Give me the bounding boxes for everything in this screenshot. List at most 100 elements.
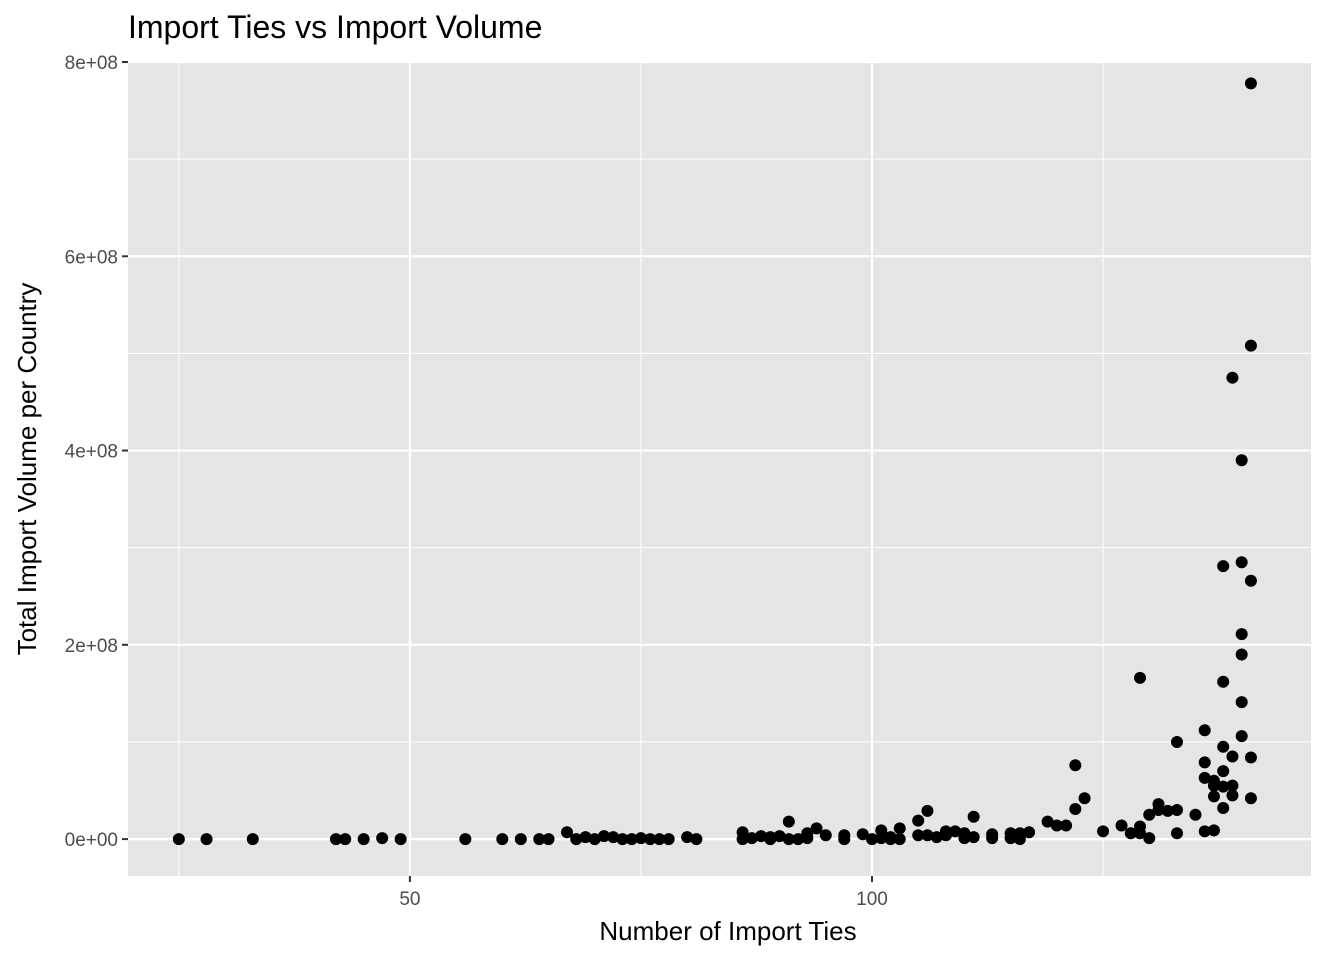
data-point bbox=[1226, 371, 1239, 384]
data-point bbox=[653, 833, 666, 846]
data-point bbox=[1013, 833, 1026, 846]
data-point bbox=[1189, 808, 1202, 821]
data-point bbox=[1217, 740, 1230, 753]
data-point bbox=[1198, 771, 1211, 784]
data-point bbox=[856, 828, 869, 841]
data-point bbox=[376, 832, 389, 845]
data-point bbox=[782, 815, 795, 828]
data-point bbox=[634, 832, 647, 845]
data-point bbox=[1161, 804, 1174, 817]
data-point bbox=[838, 833, 851, 846]
data-point bbox=[1217, 560, 1230, 573]
data-point bbox=[496, 833, 509, 846]
data-point bbox=[1078, 792, 1091, 805]
data-point bbox=[616, 833, 629, 846]
data-point bbox=[1050, 819, 1063, 832]
data-point bbox=[1207, 790, 1220, 803]
y-tick-label: 4e+08 bbox=[65, 442, 118, 463]
data-point bbox=[579, 831, 592, 844]
data-point bbox=[1069, 802, 1082, 815]
data-point bbox=[801, 832, 814, 845]
data-point bbox=[819, 829, 832, 842]
data-point bbox=[329, 833, 342, 846]
data-point bbox=[1217, 780, 1230, 793]
data-point bbox=[394, 833, 407, 846]
minor-gridlines bbox=[128, 62, 1311, 876]
data-point bbox=[1143, 832, 1156, 845]
data-point bbox=[949, 825, 962, 838]
data-point bbox=[200, 833, 213, 846]
data-point bbox=[1023, 826, 1036, 839]
data-point bbox=[893, 833, 906, 846]
data-point bbox=[1069, 759, 1082, 772]
x-tick-label: 50 bbox=[399, 889, 420, 910]
data-point bbox=[561, 826, 574, 839]
data-point bbox=[1244, 574, 1257, 587]
data-point bbox=[1097, 825, 1110, 838]
data-point bbox=[1152, 803, 1165, 816]
data-point bbox=[1170, 735, 1183, 748]
data-point bbox=[681, 831, 694, 844]
data-point bbox=[1226, 789, 1239, 802]
data-point bbox=[1198, 825, 1211, 838]
data-point bbox=[1198, 724, 1211, 737]
y-axis: 0e+00 2e+08 4e+08 6e+08 8e+08 bbox=[65, 53, 128, 851]
data-point bbox=[875, 832, 888, 845]
data-point bbox=[570, 833, 583, 846]
x-tick-label: 100 bbox=[856, 889, 888, 910]
data-point bbox=[893, 822, 906, 835]
data-point bbox=[1207, 824, 1220, 837]
data-point bbox=[339, 833, 352, 846]
data-point bbox=[1235, 454, 1248, 467]
data-point bbox=[1217, 802, 1230, 815]
data-point bbox=[773, 830, 786, 843]
data-point bbox=[357, 833, 370, 846]
data-point bbox=[930, 831, 943, 844]
data-point bbox=[514, 833, 527, 846]
data-point bbox=[986, 832, 999, 845]
data-point bbox=[1244, 77, 1257, 90]
data-point bbox=[939, 825, 952, 838]
data-point bbox=[1115, 819, 1128, 832]
data-point bbox=[1143, 808, 1156, 821]
data-point bbox=[912, 829, 925, 842]
data-point bbox=[1235, 730, 1248, 743]
data-point bbox=[921, 804, 934, 817]
data-point bbox=[662, 833, 675, 846]
data-point bbox=[533, 833, 546, 846]
data-point bbox=[884, 833, 897, 846]
data-point bbox=[745, 832, 758, 845]
data-point bbox=[1226, 779, 1239, 792]
data-point bbox=[644, 833, 657, 846]
data-point bbox=[1170, 827, 1183, 840]
data-point bbox=[690, 833, 703, 846]
data-point bbox=[542, 833, 555, 846]
data-point bbox=[1235, 556, 1248, 569]
x-axis-title: Number of Import Ties bbox=[599, 916, 856, 946]
y-tick-label: 2e+08 bbox=[65, 636, 118, 657]
data-point bbox=[1198, 756, 1211, 769]
data-point bbox=[1244, 792, 1257, 805]
data-point bbox=[921, 829, 934, 842]
major-gridlines bbox=[128, 60, 1311, 876]
data-points bbox=[172, 77, 1257, 846]
data-point bbox=[792, 833, 805, 846]
plot-panel bbox=[128, 62, 1311, 876]
data-point bbox=[1170, 803, 1183, 816]
data-point bbox=[1041, 815, 1054, 828]
data-point bbox=[459, 833, 472, 846]
data-point bbox=[782, 833, 795, 846]
data-point bbox=[1134, 671, 1147, 684]
data-point bbox=[958, 832, 971, 845]
data-point bbox=[172, 833, 185, 846]
data-point bbox=[607, 831, 620, 844]
data-point bbox=[1207, 779, 1220, 792]
data-point bbox=[1235, 696, 1248, 709]
chart-title: Import Ties vs Import Volume bbox=[128, 9, 543, 45]
data-point bbox=[967, 810, 980, 823]
y-axis-title: Total Import Volume per Country bbox=[12, 283, 42, 656]
data-point bbox=[1226, 750, 1239, 763]
data-point bbox=[597, 830, 610, 843]
data-point bbox=[1004, 832, 1017, 845]
